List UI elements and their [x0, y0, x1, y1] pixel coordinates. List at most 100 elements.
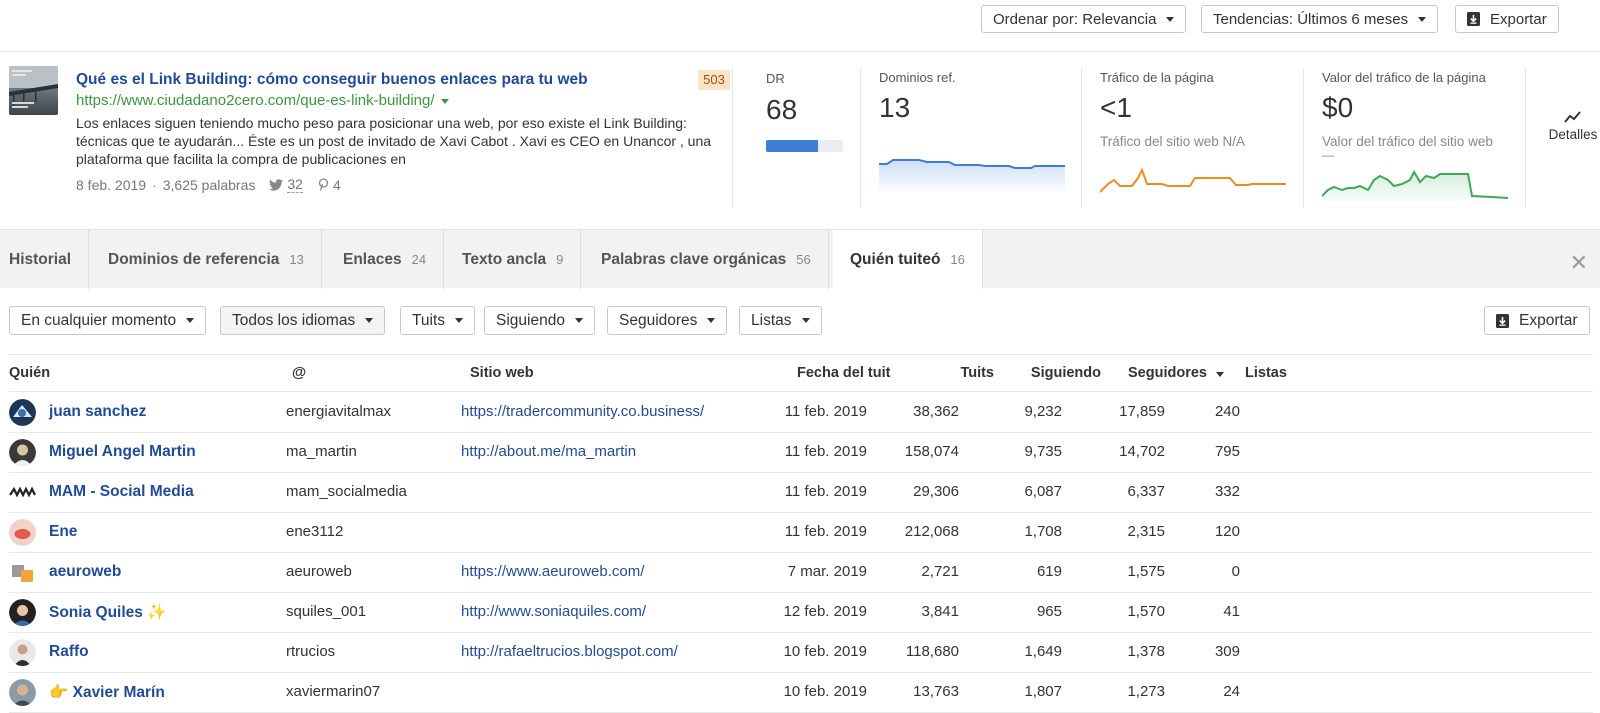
followers-count: 6,337: [1127, 483, 1165, 500]
pins-count-value: 4: [332, 176, 341, 193]
tab-label: Dominios de referencia: [108, 250, 280, 268]
user-website-link[interactable]: https://tradercommunity.co.business/: [461, 403, 705, 420]
tweets-count-link[interactable]: 32: [269, 176, 303, 193]
column-header-tweet-date[interactable]: Fecha del tuit: [797, 365, 891, 381]
site-traffic-text: Tráfico del sitio web N/A: [1100, 134, 1246, 149]
export-table-label: Exportar: [1519, 311, 1578, 329]
column-header-lists[interactable]: Listas: [1245, 365, 1287, 381]
sort-dropdown[interactable]: Ordenar por: Relevancia: [981, 5, 1187, 33]
user-name-link[interactable]: Miguel Angel Martin: [49, 443, 196, 460]
user-name-link[interactable]: juan sanchez: [49, 403, 147, 420]
tab-referring-domains[interactable]: Dominios de referencia 13: [91, 230, 322, 289]
time-filter-dropdown[interactable]: En cualquier momento: [9, 306, 207, 335]
followers-filter-dropdown[interactable]: Seguidores: [607, 306, 728, 335]
site-traffic-value-text: Valor del tráfico del sitio web: [1322, 134, 1493, 149]
table-row: Ene ene3112 11 feb. 2019 212,068 1,708 2,315 1…: [9, 512, 1593, 553]
tweet-date: 11 feb. 2019: [784, 483, 867, 500]
following-count: 9,735: [1024, 443, 1062, 460]
following-count: 965: [1036, 603, 1062, 620]
tweets-filter-dropdown[interactable]: Tuits: [400, 306, 476, 335]
divider: [860, 68, 861, 208]
column-header-website[interactable]: Sitio web: [470, 365, 534, 381]
user-handle: ene3112: [286, 523, 344, 540]
lists-filter-label: Listas: [751, 311, 792, 329]
avatar[interactable]: [9, 519, 36, 546]
user-website-link[interactable]: https://www.aeuroweb.com/: [461, 563, 645, 580]
tab-links[interactable]: Enlaces 24: [326, 230, 445, 289]
tab-anchor-text[interactable]: Texto ancla 9: [445, 230, 582, 289]
details-label: Detalles: [1548, 127, 1598, 142]
tab-who-tweeted[interactable]: Quién tuiteó 16: [833, 230, 983, 289]
article-thumbnail[interactable]: [9, 66, 58, 115]
avatar[interactable]: [9, 679, 36, 706]
chevron-down-icon: [365, 318, 374, 323]
lists-count: 309: [1214, 643, 1240, 660]
traffic-value-amount: $0: [1322, 92, 1354, 123]
table-row: Miguel Angel Martin ma_martin http://about…: [9, 432, 1593, 473]
export-table-button[interactable]: Exportar: [1484, 306, 1590, 335]
tweets-count: 2,721: [921, 563, 959, 580]
tweets-count: 3,841: [921, 603, 959, 620]
user-handle: rtrucios: [286, 643, 336, 660]
article-url[interactable]: https://www.ciudadano2cero.com/que-es-li…: [76, 92, 449, 109]
user-handle: energiavitalmax: [286, 403, 392, 420]
tweets-count: 29,306: [913, 483, 959, 500]
user-website-link[interactable]: http://www.soniaquiles.com/: [461, 603, 647, 620]
article-meta: 8 feb. 2019 · 3,625 palabras 32 4: [76, 176, 341, 193]
user-name-link[interactable]: MAM - Social Media: [49, 483, 194, 500]
lists-count: 41: [1223, 603, 1240, 620]
user-name-link[interactable]: Sonia Quiles ✨: [49, 604, 167, 621]
dr-progress-bar: [766, 140, 843, 152]
traffic-value-label: Valor del tráfico de la página: [1322, 70, 1486, 85]
column-header-following[interactable]: Siguiendo: [1030, 365, 1101, 381]
avatar[interactable]: [9, 599, 36, 626]
tweet-date: 12 feb. 2019: [783, 603, 867, 620]
user-name-link[interactable]: 👉 Xavier Marín: [49, 684, 165, 701]
details-button[interactable]: Detalles: [1546, 110, 1600, 142]
following-filter-dropdown[interactable]: Siguiendo: [484, 306, 595, 335]
export-button[interactable]: Exportar: [1455, 5, 1559, 33]
table-row: juan sanchez energiavitalmax https://trade…: [9, 392, 1593, 433]
column-header-followers[interactable]: Seguidores: [1128, 365, 1224, 381]
tweet-date: 11 feb. 2019: [784, 523, 867, 540]
user-name-link[interactable]: Raffo: [49, 643, 89, 660]
user-website-link[interactable]: http://about.me/ma_martin: [461, 443, 637, 460]
result-card: Qué es el Link Building: cómo conseguir …: [0, 52, 1600, 226]
column-header-handle[interactable]: @: [292, 365, 307, 381]
divider: [732, 68, 733, 208]
tweet-date: 7 mar. 2019: [787, 563, 867, 580]
twitter-icon: [269, 178, 284, 191]
lists-filter-dropdown[interactable]: Listas: [739, 306, 822, 335]
close-icon[interactable]: ✕: [1569, 250, 1588, 275]
user-name-link[interactable]: Ene: [49, 523, 78, 540]
avatar[interactable]: [9, 559, 36, 586]
dr-value: 68: [766, 94, 798, 125]
trends-dropdown[interactable]: Tendencias: Últimos 6 meses: [1201, 5, 1439, 33]
download-icon: [1467, 12, 1480, 26]
pinterest-icon: [318, 178, 329, 191]
tweet-date: 11 feb. 2019: [784, 403, 867, 420]
page-traffic-label: Tráfico de la página: [1100, 70, 1214, 85]
following-count: 1,807: [1024, 683, 1062, 700]
tab-history[interactable]: Historial: [0, 230, 90, 289]
article-title-link[interactable]: Qué es el Link Building: cómo conseguir …: [76, 71, 588, 88]
followers-count: 1,378: [1127, 643, 1165, 660]
avatar[interactable]: [9, 639, 36, 666]
tab-organic-keywords[interactable]: Palabras clave orgánicas 56: [584, 230, 829, 289]
avatar[interactable]: [9, 399, 36, 426]
language-filter-dropdown[interactable]: Todos los idiomas: [220, 306, 386, 335]
user-website-link[interactable]: http://rafaeltrucios.blogspot.com/: [461, 643, 678, 660]
column-header-tweets[interactable]: Tuits: [960, 365, 994, 381]
keywords-badge: 503: [698, 70, 730, 90]
ref-domains-value[interactable]: 13: [879, 92, 911, 123]
user-name-link[interactable]: aeuroweb: [49, 563, 122, 580]
table-row: aeuroweb aeuroweb https://www.aeuroweb.com…: [9, 552, 1593, 593]
tab-count: 16: [950, 252, 965, 267]
user-handle: squiles_001: [286, 603, 367, 620]
time-filter-label: En cualquier momento: [21, 311, 177, 329]
avatar[interactable]: [9, 479, 36, 506]
chevron-down-icon[interactable]: [440, 98, 449, 104]
tweets-count: 158,074: [904, 443, 959, 460]
column-header-who[interactable]: Quién: [9, 365, 51, 381]
avatar[interactable]: [9, 439, 36, 466]
